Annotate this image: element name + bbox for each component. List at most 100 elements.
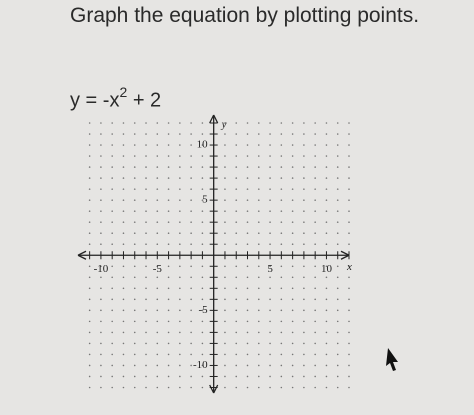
grid-dot — [111, 210, 113, 212]
grid-dot — [156, 287, 159, 290]
grid-dot — [100, 298, 102, 301]
grid-dot — [235, 188, 238, 190]
grid-dot — [257, 353, 260, 356]
grid-dot — [100, 353, 102, 356]
grid-dot — [201, 298, 204, 301]
equation-exponent: 2 — [119, 84, 128, 100]
grid-dot — [190, 144, 192, 146]
grid-dot — [122, 309, 125, 312]
grid-dot — [314, 309, 316, 312]
grid-dot — [156, 199, 159, 201]
grid-dot — [314, 243, 316, 246]
grid-dot — [336, 232, 339, 235]
grid-dot — [156, 331, 159, 334]
grid-dot — [280, 265, 283, 268]
grid-dot — [325, 287, 328, 290]
grid-dot — [291, 364, 294, 367]
grid-dot — [314, 144, 316, 146]
grid-dot — [291, 166, 294, 168]
grid-dot — [336, 265, 339, 268]
grid-dot — [156, 265, 159, 268]
grid-dot — [257, 287, 260, 290]
grid-dot — [201, 232, 204, 235]
grid-dot — [348, 155, 350, 157]
grid-dot — [336, 331, 339, 334]
grid-dot — [325, 375, 328, 378]
grid-dot — [224, 287, 226, 290]
grid-dot — [122, 122, 125, 124]
grid-dot — [246, 287, 249, 290]
instruction: Graph the equation by plotting points. — [70, 4, 420, 27]
grid-dot — [314, 155, 316, 157]
y-arrow-down — [209, 384, 219, 394]
grid-dot — [257, 210, 260, 212]
grid-dot — [179, 287, 181, 290]
grid-dot — [88, 188, 91, 190]
grid-dot — [303, 210, 305, 212]
grid-dot — [269, 375, 271, 378]
grid-dot — [348, 221, 350, 223]
grid-dot — [201, 342, 204, 345]
grid-dot — [100, 177, 102, 179]
grid-dot — [235, 177, 238, 179]
grid-dot — [167, 221, 170, 223]
grid-dot — [257, 309, 260, 312]
grid-dot — [122, 331, 125, 334]
grid-dot — [246, 331, 249, 334]
grid-dot — [156, 166, 159, 168]
grid-dot — [280, 364, 283, 367]
grid-dot — [224, 353, 226, 356]
grid-dot — [257, 155, 260, 157]
grid-dot — [303, 342, 305, 345]
grid-dot — [280, 320, 283, 323]
grid-dot — [100, 221, 102, 223]
grid-dot — [88, 287, 91, 290]
grid-dot — [201, 243, 204, 246]
grid-dot — [156, 276, 159, 279]
grid-dot — [303, 199, 305, 201]
grid-dot — [303, 386, 305, 389]
grid-dot — [201, 320, 204, 323]
grid-dot — [325, 243, 328, 246]
grid-dot — [179, 243, 181, 246]
grid-dot — [145, 122, 147, 124]
grid-dot — [336, 199, 339, 201]
grid-dot — [314, 221, 316, 223]
grid-dot — [145, 221, 147, 223]
grid-dot — [122, 298, 125, 301]
grid-dot — [235, 331, 238, 334]
grid-dot — [201, 188, 204, 190]
grid-dot — [122, 221, 125, 223]
grid-dot — [224, 166, 226, 168]
grid-dot — [314, 199, 316, 201]
grid-dot — [111, 364, 113, 367]
grid-dot — [336, 243, 339, 246]
grid-dot — [336, 309, 339, 312]
grid-dot — [235, 364, 238, 367]
grid-dot — [111, 188, 113, 190]
grid-dot — [190, 210, 192, 212]
grid-dot — [224, 309, 226, 312]
grid-dot — [111, 144, 113, 146]
grid-dot — [100, 342, 102, 345]
grid-dot — [224, 122, 226, 124]
grid-dot — [303, 331, 305, 334]
grid-dot — [156, 386, 159, 389]
grid-dot — [314, 364, 316, 367]
grid-dot — [111, 177, 113, 179]
grid-dot — [88, 276, 91, 279]
grid-dot — [257, 342, 260, 345]
grid-dot — [303, 287, 305, 290]
grid-dot — [303, 320, 305, 323]
grid-dot — [246, 320, 249, 323]
grid-dot — [179, 155, 181, 157]
grid-dot — [88, 298, 91, 301]
grid-dot — [314, 210, 316, 212]
grid-dot — [179, 232, 181, 235]
grid-dot — [133, 232, 136, 235]
grid-dot — [303, 232, 305, 235]
grid-dot — [314, 276, 316, 279]
grid-dot — [325, 155, 328, 157]
grid-dot — [122, 353, 125, 356]
